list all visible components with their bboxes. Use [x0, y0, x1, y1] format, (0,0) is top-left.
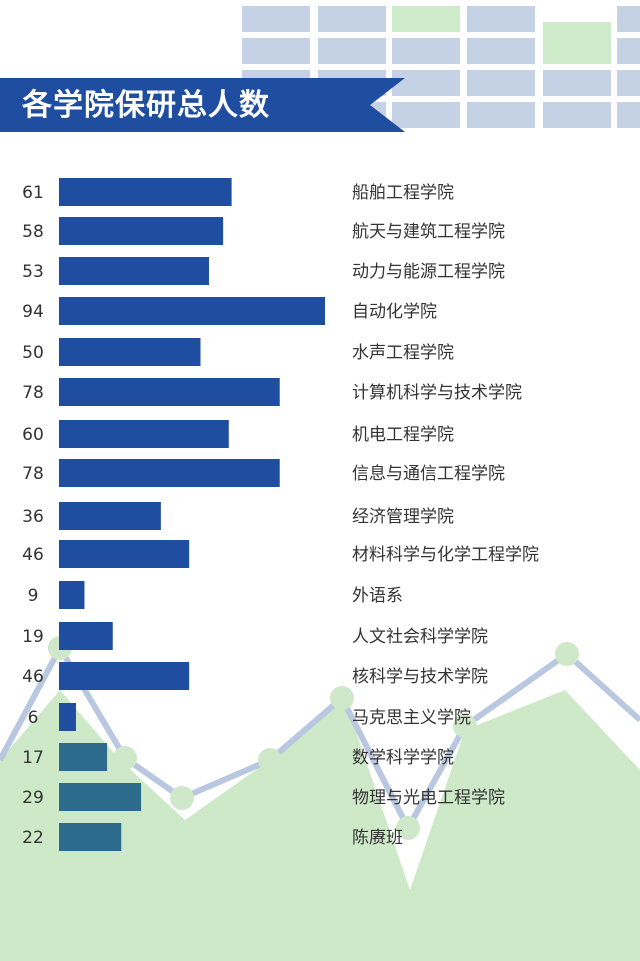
category-label: 航天与建筑工程学院: [352, 222, 505, 242]
category-label: 动力与能源工程学院: [352, 262, 505, 282]
bar: [59, 459, 280, 487]
value-label: 17: [22, 748, 44, 768]
grid-tile: [543, 22, 611, 62]
value-label: 6: [28, 708, 39, 728]
grid-tile: [467, 102, 535, 128]
value-label: 60: [22, 425, 44, 445]
grid-tile: [242, 6, 310, 32]
trend-line-left: [0, 646, 63, 762]
category-label: 外语系: [352, 586, 403, 606]
grid-tile: [617, 38, 640, 64]
value-label: 61: [22, 183, 44, 203]
trend-dot: [453, 714, 477, 738]
grid-tile: [543, 102, 611, 128]
value-label: 78: [22, 464, 44, 484]
category-label: 人文社会科学学院: [352, 627, 488, 647]
value-label: 53: [22, 262, 44, 282]
grid-tile: [617, 6, 640, 32]
category-label: 计算机科学与技术学院: [352, 383, 522, 403]
category-label: 数学科学学院: [352, 748, 454, 768]
category-label: 信息与通信工程学院: [352, 464, 505, 484]
value-label: 36: [22, 507, 44, 527]
grid-tile: [467, 70, 535, 96]
bar: [59, 297, 325, 325]
trend-dot: [258, 748, 282, 772]
category-label: 自动化学院: [352, 302, 437, 322]
value-label: 50: [22, 343, 44, 363]
bar: [59, 622, 113, 650]
grid-tile: [392, 102, 460, 128]
grid-tile: [543, 70, 611, 96]
bar: [59, 178, 232, 206]
grid-tile: [467, 38, 535, 64]
bar: [59, 703, 76, 731]
trend-dot: [555, 642, 579, 666]
bar: [59, 257, 209, 285]
value-label: 29: [22, 788, 44, 808]
bar: [59, 502, 161, 530]
value-label: 58: [22, 222, 44, 242]
trend-dot: [396, 816, 420, 840]
bar: [59, 823, 122, 851]
grid-tile: [392, 38, 460, 64]
grid-tile: [467, 6, 535, 32]
bar: [59, 662, 190, 690]
bar: [59, 338, 201, 366]
bar: [59, 743, 108, 771]
category-label: 材料科学与化学工程学院: [352, 545, 539, 565]
trend-dot: [113, 746, 137, 770]
grid-tile: [242, 38, 310, 64]
category-label: 机电工程学院: [352, 425, 454, 445]
category-label: 核科学与技术学院: [352, 667, 488, 687]
mountain-shape: [0, 690, 640, 961]
value-label: 9: [28, 586, 39, 606]
trend-dot: [330, 686, 354, 710]
value-label: 78: [22, 383, 44, 403]
grid-tile: [392, 6, 460, 32]
value-label: 19: [22, 627, 44, 647]
bar: [59, 581, 85, 609]
grid-tile: [318, 38, 386, 64]
bar: [59, 378, 280, 406]
trend-dot: [170, 786, 194, 810]
value-label: 94: [22, 302, 44, 322]
bar: [59, 217, 224, 245]
value-label: 22: [22, 828, 44, 848]
category-label: 陈赓班: [352, 828, 403, 848]
category-label: 物理与光电工程学院: [352, 788, 505, 808]
grid-tile: [318, 6, 386, 32]
grid-tile: [617, 70, 640, 96]
bar: [59, 540, 190, 568]
category-label: 经济管理学院: [352, 507, 454, 527]
category-label: 水声工程学院: [352, 343, 454, 363]
bar: [59, 420, 229, 448]
chart-title: 各学院保研总人数: [22, 88, 270, 123]
category-label: 船舶工程学院: [352, 183, 454, 203]
title-banner: [0, 78, 410, 132]
value-label: 46: [22, 545, 44, 565]
bar: [59, 783, 142, 811]
value-label: 46: [22, 667, 44, 687]
grid-tile: [392, 70, 460, 96]
grid-tile: [617, 102, 640, 128]
category-label: 马克思主义学院: [352, 708, 471, 728]
